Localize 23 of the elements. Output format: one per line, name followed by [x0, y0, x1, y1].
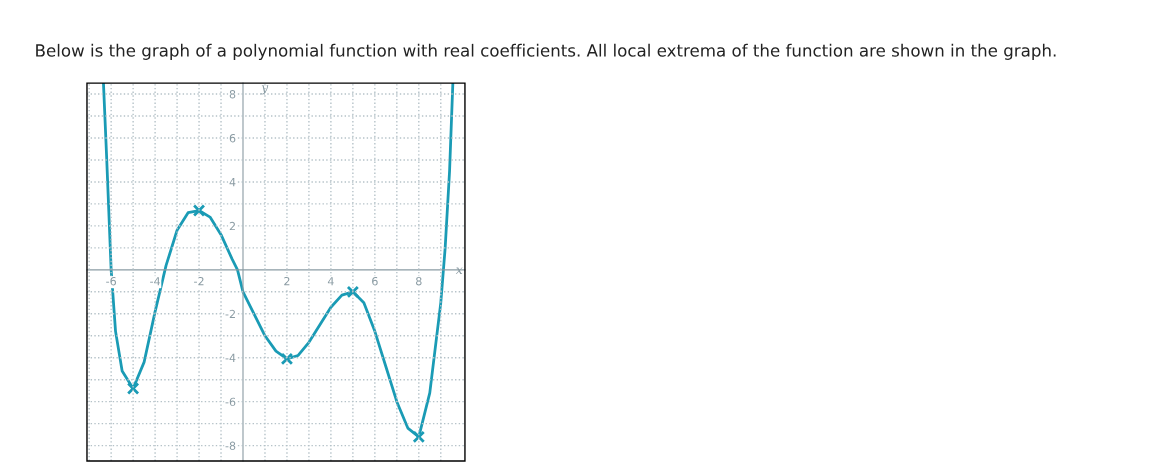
y-tick-label: -6 — [225, 397, 236, 407]
x-tick-label: -2 — [194, 276, 204, 286]
y-tick-label: 2 — [229, 221, 235, 231]
x-tick-label: 4 — [327, 277, 334, 286]
x-tick-label: 8 — [416, 276, 422, 286]
y-tick-label: 8 — [229, 90, 236, 99]
y-tick-label: 4 — [229, 178, 236, 187]
point — [280, 352, 294, 366]
x-tick-label: 2 — [284, 276, 290, 286]
point — [192, 204, 206, 217]
point — [346, 285, 360, 299]
x-tick-label: -6 — [106, 276, 116, 286]
text: Below is the graph of a polynomial function with real coefficients. All local extrema of the function are shown in the graph. — [36, 43, 1056, 60]
y-tick-label: -4 — [225, 353, 236, 362]
y-tick-label: 6 — [229, 133, 236, 143]
point — [126, 382, 140, 395]
x-axis-title: x — [455, 267, 463, 274]
point — [412, 430, 426, 444]
y-tick-label: -2 — [225, 309, 235, 319]
x-tick-label: 6 — [372, 276, 378, 286]
y-tick-label: -8 — [225, 441, 236, 450]
y-axis-title: y — [260, 85, 269, 95]
x-tick-label: -4 — [150, 277, 161, 286]
